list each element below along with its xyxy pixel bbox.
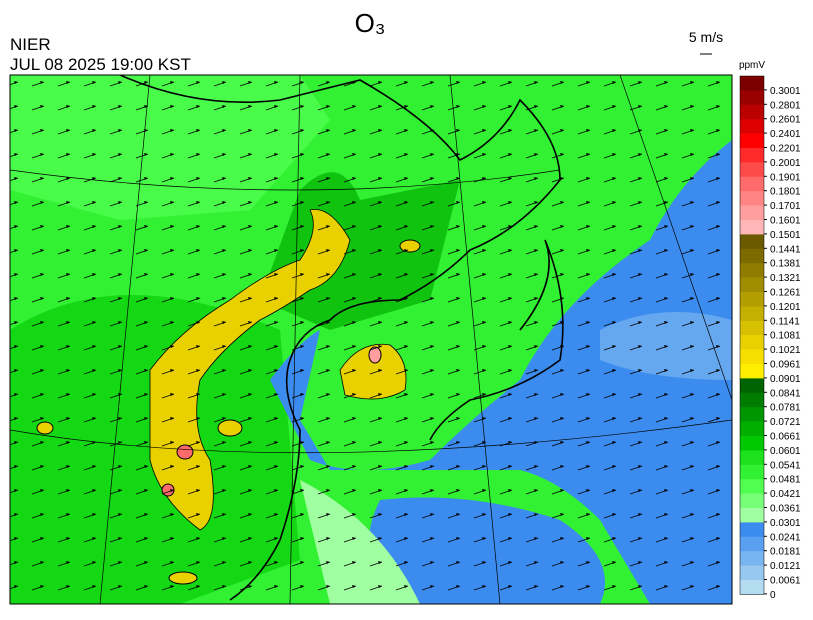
colorbar-label: 0.0301	[770, 518, 801, 529]
colorbar-swatch	[740, 248, 764, 264]
colorbar-swatch	[740, 90, 764, 106]
colorbar-label: 0.0361	[770, 504, 801, 515]
colorbar-label: 0.1141	[770, 316, 800, 327]
colorbar-swatch	[740, 76, 764, 91]
colorbar-swatch	[740, 536, 764, 552]
map-frame	[9, 74, 733, 605]
colorbar-swatch	[740, 119, 764, 134]
colorbar-label: 0.2401	[770, 129, 801, 140]
colorbar-label: 0.1801	[770, 187, 801, 198]
colorbar-label: 0.1901	[770, 172, 801, 183]
colorbar-swatch	[740, 133, 764, 149]
colorbar-label: 0.1441	[770, 244, 801, 255]
colorbar-unit: ppmV	[739, 60, 765, 71]
colorbar-label: 0.1261	[770, 288, 801, 299]
colorbar-swatch	[740, 479, 764, 494]
colorbar-swatch	[740, 176, 764, 192]
colorbar-label: 0.1201	[770, 302, 801, 313]
colorbar-swatch	[740, 364, 764, 379]
colorbar-label: 0.0901	[770, 374, 801, 385]
colorbar-label: 0.1701	[770, 201, 801, 212]
colorbar-label: 0.0061	[770, 576, 801, 587]
agency: NIER	[10, 35, 51, 54]
colorbar-swatch	[740, 162, 764, 178]
colorbar-swatch	[740, 421, 764, 437]
wind-scale: 5 m/s	[689, 29, 723, 45]
title: O₃	[355, 8, 386, 38]
colorbar-label: 0.0241	[770, 532, 801, 543]
colorbar-swatch	[740, 277, 764, 293]
colorbar-swatch	[740, 148, 764, 163]
colorbar-swatch	[740, 191, 764, 206]
colorbar-swatch	[740, 436, 764, 451]
colorbar-swatch	[740, 234, 764, 250]
colorbar-label: 0.0421	[770, 489, 801, 500]
colorbar-label: 0.0841	[770, 388, 801, 399]
colorbar-label: 0.3001	[770, 86, 801, 97]
colorbar-label: 0.0661	[770, 432, 801, 443]
map	[10, 75, 732, 604]
colorbar-swatch	[740, 320, 764, 336]
colorbar-swatch	[740, 551, 764, 566]
colorbar-label: 0	[770, 590, 776, 601]
colorbar-swatch	[740, 263, 764, 278]
colorbar-swatch	[740, 493, 764, 509]
colorbar-swatch	[740, 335, 764, 350]
colorbar-label: 0.2601	[770, 115, 801, 126]
colorbar-label: 0.1321	[770, 273, 801, 284]
colorbar-swatch	[740, 306, 764, 322]
colorbar-swatch	[740, 522, 764, 538]
colorbar-swatch	[740, 407, 764, 422]
colorbar-label: 0.1381	[770, 259, 801, 270]
colorbar-label: 0.1081	[770, 331, 801, 342]
colorbar-swatch	[740, 378, 764, 394]
colorbar-label: 0.0481	[770, 475, 801, 486]
colorbar-swatch	[740, 292, 764, 307]
wind-vectors	[10, 75, 732, 604]
colorbar-label: 0.1021	[770, 345, 801, 356]
colorbar-swatch	[740, 220, 764, 235]
colorbar-swatch	[740, 508, 764, 523]
colorbar-swatch	[740, 349, 764, 365]
colorbar-label: 0.0961	[770, 360, 801, 371]
colorbar-label: 0.0781	[770, 403, 801, 414]
colorbar-swatch	[740, 450, 764, 466]
colorbar-swatch	[740, 580, 764, 595]
colorbar-label: 0.2001	[770, 158, 801, 169]
colorbar-swatch	[740, 392, 764, 408]
colorbar-label: 0.1501	[770, 230, 801, 241]
colorbar-label: 0.0181	[770, 547, 801, 558]
colorbar-label: 0.2201	[770, 144, 801, 155]
colorbar-label: 0.1601	[770, 216, 801, 227]
colorbar-swatch	[740, 464, 764, 480]
colorbar-label: 0.0721	[770, 417, 801, 428]
colorbar-label: 0.2801	[770, 100, 801, 111]
colorbar-swatch	[740, 104, 764, 120]
colorbar: 0.3001 0.2801 0.2601 0.2401 0.2201 0.2001 0.19…	[739, 75, 801, 601]
colorbar-label: 0.0541	[770, 460, 801, 471]
colorbar-swatch	[740, 565, 764, 581]
colorbar-label: 0.0121	[770, 561, 801, 572]
datetime: JUL 08 2025 19:00 KST	[10, 55, 191, 74]
colorbar-swatch	[740, 205, 764, 221]
colorbar-label: 0.0601	[770, 446, 801, 457]
